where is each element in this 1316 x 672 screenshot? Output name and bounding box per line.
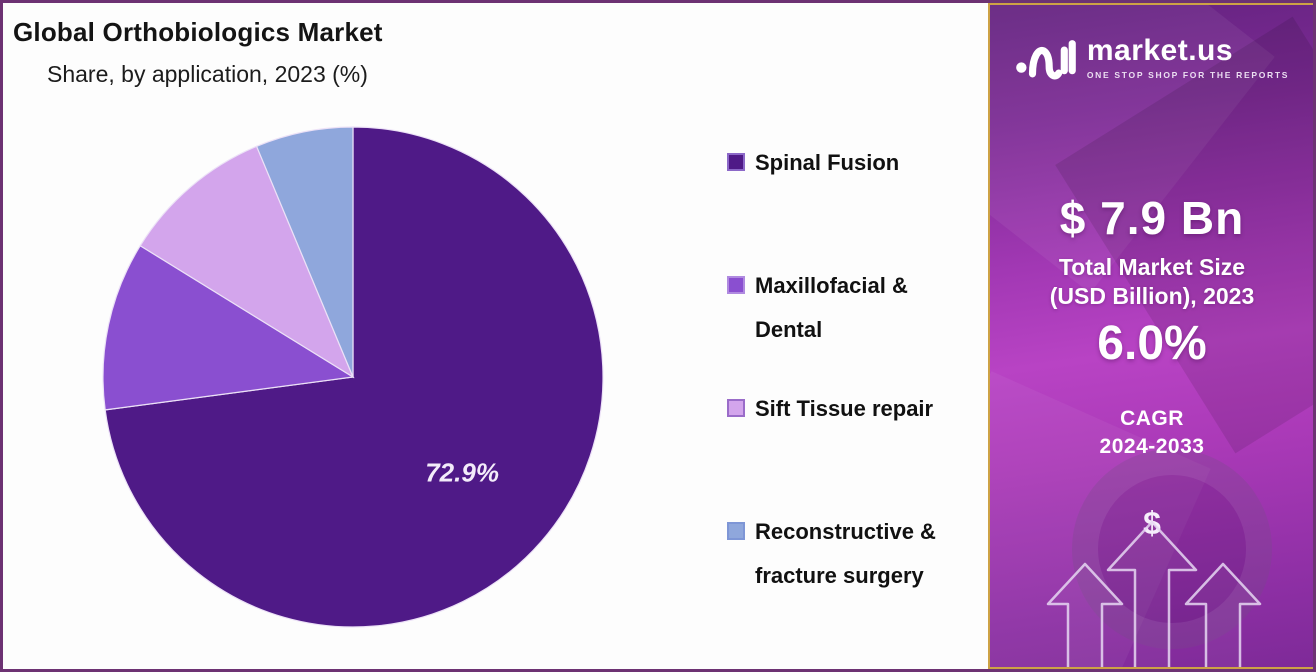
market-size-label: Total Market Size (USD Billion), 2023 (1050, 253, 1254, 312)
legend-swatch-maxillofacial-dental (727, 276, 745, 294)
pie-legend: Spinal Fusion Maxillofacial & Dental Sif… (727, 3, 982, 669)
side-panel: market.us ONE STOP SHOP FOR THE REPORTS … (988, 3, 1313, 669)
cagr-value: 6.0% (1097, 316, 1207, 370)
cagr-label-line1: CAGR (1120, 406, 1184, 430)
marketus-logo-icon (1016, 40, 1076, 80)
up-arrow-middle-icon (1106, 520, 1198, 667)
pie-slice-1 (102, 244, 355, 411)
legend-swatch-sift-tissue-repair (727, 399, 745, 417)
legend-label: Reconstructive & fracture surgery (755, 519, 936, 588)
chart-area: Global Orthobiologics Market Share, by a… (3, 3, 989, 669)
cagr-label: CAGR 2024-2033 (1100, 405, 1205, 462)
legend-swatch-spinal-fusion (727, 153, 745, 171)
market-size-label-line1: Total Market Size (1058, 254, 1246, 280)
legend-item-spinal-fusion: Spinal Fusion (727, 141, 973, 185)
brand-name: market.us (1086, 34, 1234, 67)
pie-slice-2 (139, 145, 355, 379)
chart-title: Global Orthobiologics Market (13, 17, 383, 47)
brand-tagline: ONE STOP SHOP FOR THE REPORTS (1086, 70, 1290, 80)
legend-item-sift-tissue-repair: Sift Tissue repair (727, 387, 973, 431)
legend-label: Sift Tissue repair (755, 396, 934, 421)
up-arrow-left-icon (1046, 562, 1124, 667)
legend-label: Maxillofacial & Dental (755, 273, 908, 342)
chart-subtitle: Share, by application, 2023 (%) (47, 61, 368, 87)
up-arrow-right-icon (1184, 562, 1262, 667)
legend-swatch-reconstructive-fracture-surgery (727, 522, 745, 540)
pie-slice-3 (255, 126, 354, 378)
market-size-label-line2: (USD Billion), 2023 (1049, 283, 1255, 310)
market-size-value: $ 7.9 Bn (1059, 192, 1245, 244)
growth-arrows-graphic: $ (1046, 505, 1262, 667)
legend-item-maxillofacial-dental: Maxillofacial & Dental (727, 264, 973, 352)
pie-slice-label: 72.9% (425, 458, 499, 488)
pie-chart-svg: 72.9% (102, 126, 604, 628)
cagr-label-line2: 2024-2033 (1099, 435, 1205, 459)
legend-label: Spinal Fusion (755, 150, 900, 175)
brand-logo: market.us ONE STOP SHOP FOR THE REPORTS (1015, 33, 1289, 83)
legend-item-reconstructive-fracture-surgery: Reconstructive & fracture surgery (727, 510, 973, 598)
